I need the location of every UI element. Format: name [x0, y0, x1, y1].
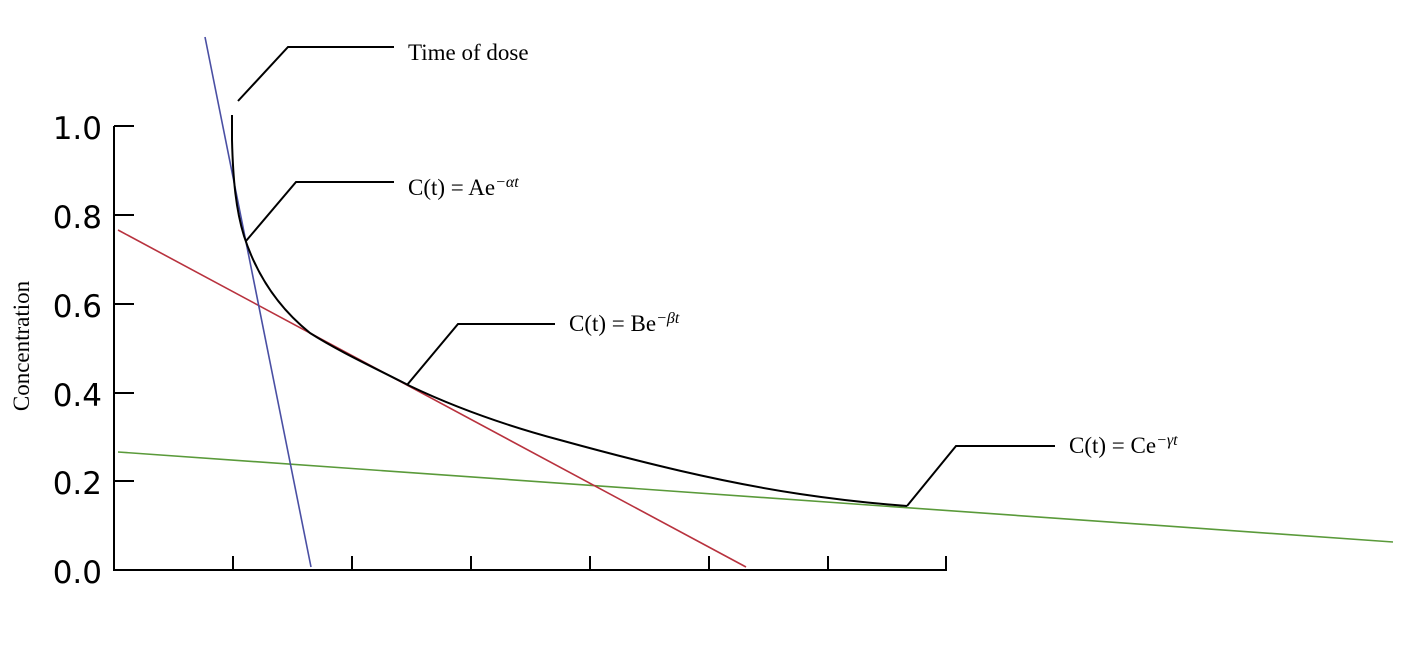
y-tick-label: 0.2 [53, 466, 102, 502]
y-tick-label: 0.8 [53, 200, 102, 236]
leader-line [245, 181, 394, 242]
y-axis-title: Concentration [9, 280, 34, 411]
y-tick-label: 0.4 [53, 378, 102, 414]
leader-line [237, 46, 394, 102]
x-axis [114, 556, 947, 571]
beta-equation-exponent: −βt [656, 310, 680, 327]
gamma-equation-label: C(t) = Ce−γt [1069, 432, 1178, 458]
beta-equation-label: C(t) = Be−βt [569, 310, 680, 336]
time-of-dose-label: Time of dose [408, 40, 529, 65]
y-tick-label: 0.0 [53, 555, 102, 591]
annotation-beta: C(t) = Be−βt [406, 310, 680, 386]
leader-line [406, 323, 555, 386]
alpha-equation-base: C(t) = Ae [408, 175, 495, 200]
alpha-equation-exponent: −αt [495, 174, 519, 191]
gamma-phase-line [117, 451, 1394, 543]
gamma-equation-base: C(t) = Ce [1069, 433, 1156, 458]
alpha-phase-line [204, 36, 312, 568]
beta-equation-base: C(t) = Be [569, 311, 656, 336]
leader-line [906, 445, 1055, 507]
concentration-curve [231, 115, 908, 507]
annotation-alpha: C(t) = Ae−αt [245, 174, 519, 242]
y-tick-labels: 1.0 0.8 0.6 0.4 0.2 0.0 [53, 111, 102, 591]
annotation-gamma: C(t) = Ce−γt [906, 432, 1178, 507]
beta-phase-line [117, 229, 747, 568]
annotation-time-of-dose: Time of dose [237, 40, 529, 102]
y-tick-label: 0.6 [53, 289, 102, 325]
y-axis [113, 125, 134, 571]
y-tick-label: 1.0 [53, 111, 102, 147]
alpha-equation-label: C(t) = Ae−αt [408, 174, 519, 200]
gamma-equation-exponent: −γt [1156, 432, 1178, 449]
